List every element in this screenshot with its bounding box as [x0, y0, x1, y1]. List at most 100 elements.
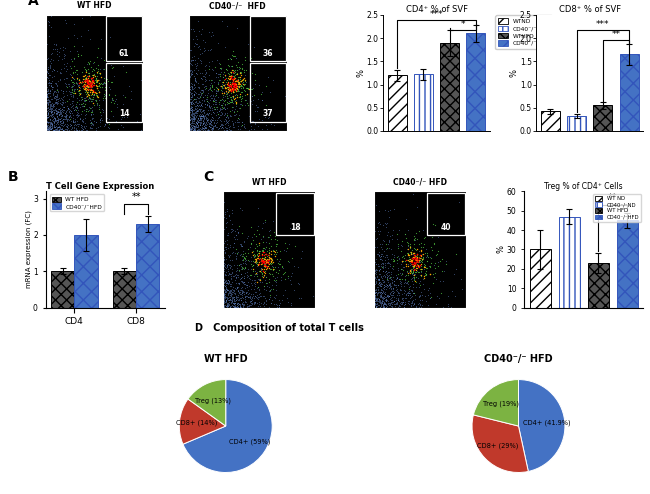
Point: [239, 81, 250, 89]
Point: [57, 87, 68, 95]
Point: [263, 259, 274, 267]
Point: [69, 55, 79, 63]
Point: [257, 269, 268, 277]
Point: [408, 288, 418, 296]
Point: [193, 118, 203, 126]
Point: [226, 112, 236, 120]
Point: [389, 297, 399, 305]
Point: [195, 127, 205, 135]
Point: [200, 120, 211, 128]
Point: [42, 11, 52, 19]
Point: [215, 122, 226, 130]
Point: [409, 300, 419, 308]
Point: [90, 89, 101, 97]
Point: [241, 281, 252, 289]
Point: [406, 293, 417, 301]
Point: [219, 298, 229, 306]
Point: [229, 233, 239, 241]
Point: [263, 258, 273, 266]
Point: [216, 82, 227, 89]
Point: [93, 123, 103, 131]
Point: [46, 107, 57, 115]
Point: [187, 80, 198, 87]
Point: [429, 273, 439, 281]
Bar: [136, 224, 159, 308]
Point: [185, 115, 196, 123]
Point: [240, 81, 250, 88]
Point: [264, 113, 274, 121]
Point: [44, 78, 54, 86]
Point: [188, 110, 199, 118]
Point: [255, 292, 266, 300]
Point: [186, 104, 196, 112]
Point: [224, 84, 234, 92]
Point: [55, 76, 65, 83]
Point: [248, 265, 258, 273]
Point: [43, 101, 53, 109]
Point: [254, 300, 264, 308]
Point: [51, 117, 61, 124]
Point: [415, 254, 425, 262]
Point: [411, 266, 421, 274]
Point: [242, 302, 253, 310]
Point: [87, 76, 98, 83]
Point: [410, 253, 420, 261]
Point: [240, 292, 251, 300]
Point: [231, 77, 241, 84]
Point: [188, 42, 199, 50]
Point: [84, 77, 95, 85]
Point: [399, 303, 410, 311]
Point: [220, 292, 230, 300]
Point: [427, 233, 437, 241]
Point: [246, 257, 256, 265]
Point: [68, 91, 78, 99]
Point: [222, 218, 232, 226]
Point: [378, 301, 389, 309]
Point: [51, 107, 61, 115]
Point: [375, 220, 385, 228]
Point: [235, 90, 245, 98]
Point: [409, 253, 419, 261]
Point: [205, 11, 215, 19]
Point: [259, 282, 269, 290]
Y-axis label: %: %: [497, 246, 505, 253]
Point: [402, 246, 413, 253]
Point: [370, 299, 380, 307]
Point: [47, 103, 58, 111]
Point: [247, 84, 257, 92]
Point: [406, 301, 416, 309]
Point: [220, 264, 231, 272]
Point: [77, 127, 87, 135]
Point: [99, 94, 110, 102]
Point: [46, 124, 57, 131]
Point: [227, 88, 238, 96]
Point: [222, 98, 232, 106]
Point: [46, 79, 56, 86]
Point: [227, 297, 237, 305]
Point: [261, 250, 271, 258]
Point: [382, 298, 393, 306]
Point: [42, 114, 53, 122]
Point: [203, 111, 213, 119]
Point: [81, 105, 92, 113]
Point: [224, 87, 234, 95]
Point: [92, 99, 102, 107]
Point: [267, 259, 278, 267]
Point: [451, 265, 462, 273]
Point: [386, 273, 396, 281]
Point: [230, 76, 240, 84]
Point: [221, 79, 231, 86]
Point: [51, 95, 61, 103]
Point: [407, 246, 417, 254]
Point: [81, 122, 91, 130]
Point: [187, 82, 198, 90]
Point: [385, 280, 395, 288]
Point: [406, 278, 417, 286]
Point: [48, 91, 58, 99]
Point: [241, 271, 252, 279]
Point: [378, 300, 389, 308]
Point: [270, 281, 281, 289]
Point: [411, 258, 421, 266]
Point: [190, 64, 201, 72]
Point: [404, 257, 414, 265]
